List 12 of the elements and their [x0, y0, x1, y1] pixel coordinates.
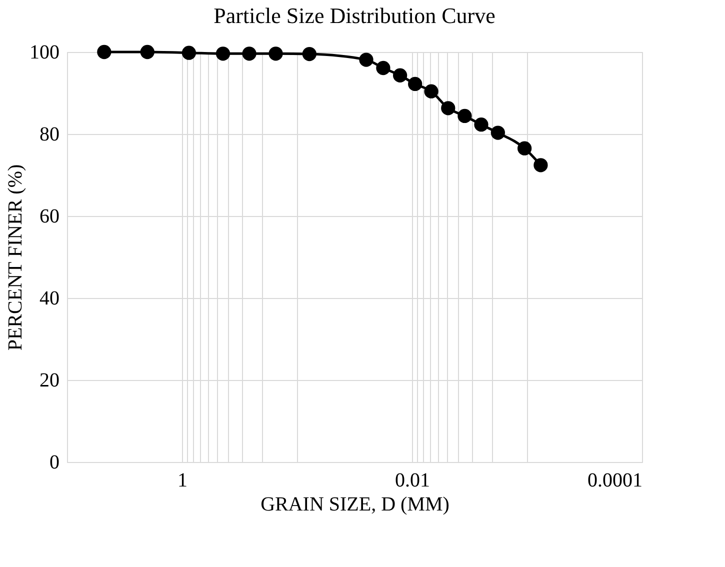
y-tick-label: 60: [40, 206, 60, 228]
y-tick-label: 80: [40, 124, 60, 146]
x-tick-label: 0.0001: [588, 470, 642, 492]
x-tick-label: 1: [178, 470, 188, 492]
y-tick-label: 20: [40, 370, 60, 392]
x-tick-label: 0.01: [395, 470, 430, 492]
chart-title: Particle Size Distribution Curve: [214, 3, 496, 28]
y-tick-label: 100: [30, 42, 60, 64]
y-axis-title: PERCENT FINER (%): [4, 164, 26, 351]
x-axis-title: GRAIN SIZE, D (MM): [260, 494, 450, 516]
y-tick-label: 0: [50, 452, 60, 474]
y-tick-label: 40: [40, 288, 60, 310]
